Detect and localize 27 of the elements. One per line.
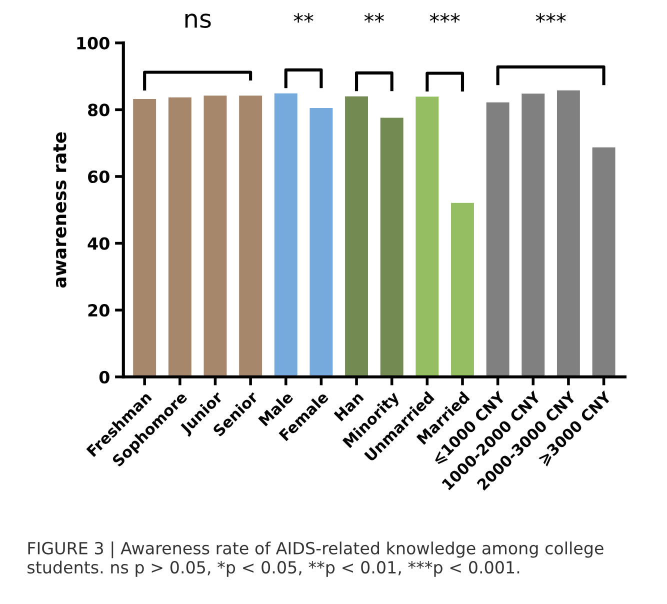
y-tick-label: 60 [88,170,110,184]
text: ns [185,14,211,28]
bar [486,102,510,377]
bar [133,99,156,377]
text: ** [294,13,314,23]
bar [239,96,262,377]
bar [345,96,368,377]
bar [274,93,298,377]
y-tick-label: 40 [88,237,110,250]
bar [168,97,192,377]
y-tick-label: 20 [88,304,110,317]
bar [556,90,580,377]
caption: FIGURE 3 | Awareness rate of AIDS-related knowledge among college students. ns p > 0.05, *p < 0.05, **p < 0.01, ***p < 0.001. [28,541,604,577]
y-axis-title: awareness rate [53,132,66,288]
bar [310,108,333,377]
bar [416,96,439,377]
y-tick-label: 100 [77,36,110,50]
bar [592,147,616,377]
bar [204,96,227,377]
bar [451,202,474,377]
text: *** [430,13,460,23]
bar [522,94,545,377]
text: ** [364,13,384,23]
bar [380,118,404,377]
y-tick-label: 80 [88,104,110,116]
text: *** [536,13,566,23]
y-tick-label: 0 [99,370,110,384]
